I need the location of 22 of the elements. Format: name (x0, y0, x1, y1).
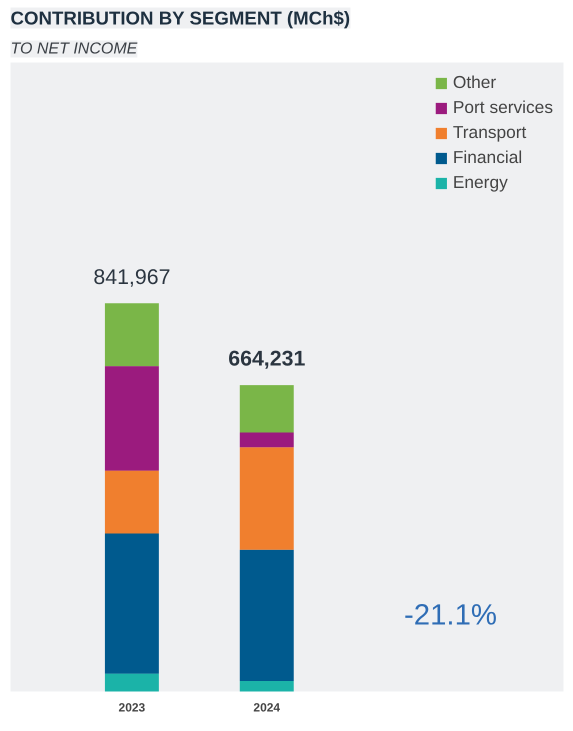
annotation: 841,967 (93, 264, 170, 289)
chart-subtitle: TO NET INCOME (10, 40, 138, 58)
legend-label: Energy (452, 172, 508, 193)
text: -21.1% (404, 598, 497, 632)
legend-label: Other (452, 72, 496, 93)
chart-title: CONTRIBUTION BY SEGMENT (MCh$) (10, 8, 350, 28)
bar (104, 533, 159, 674)
legend-label: Financial (452, 147, 522, 168)
legend-label: Transport (452, 122, 526, 143)
x-tick-label: 2024 (253, 700, 280, 714)
bar (104, 674, 159, 692)
bar (240, 681, 294, 692)
bar (240, 385, 294, 433)
bar (104, 303, 159, 366)
annotation: 664,231 (228, 346, 306, 371)
bar (104, 366, 159, 471)
bar (240, 550, 294, 682)
legend-label: Port services (452, 97, 553, 118)
x-tick-label: 2023 (118, 700, 146, 714)
bar (104, 470, 159, 534)
bar (240, 447, 294, 550)
bar (240, 432, 294, 448)
